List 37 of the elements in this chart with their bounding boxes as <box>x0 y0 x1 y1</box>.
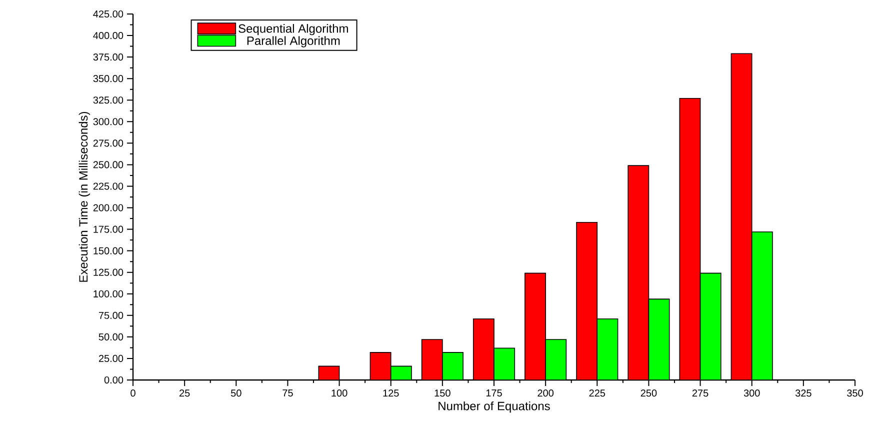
y-tick-label: 125.00 <box>94 268 124 276</box>
x-tick-label: 75 <box>282 390 293 396</box>
legend-label: Parallel Algorithm <box>247 36 340 48</box>
x-tick-label: 300 <box>744 390 760 397</box>
y-tick-label: 250.00 <box>93 161 124 168</box>
x-tick-label: 100 <box>332 390 348 397</box>
y-tick-label: 100.00 <box>94 290 124 298</box>
y-tick-label: 150.00 <box>94 247 124 254</box>
y-tick-label: 225.00 <box>93 182 124 190</box>
y-tick-label: 375.00 <box>93 54 124 61</box>
y-tick-label: 50.00 <box>98 333 124 340</box>
x-tick-label: 275 <box>692 390 708 397</box>
x-tick-label: 250 <box>640 390 657 397</box>
y-tick-label: 200.00 <box>93 204 124 212</box>
y-tick-label: 75.00 <box>98 312 124 319</box>
x-axis-title: Number of Equations <box>438 401 550 413</box>
x-tick-label: 175 <box>486 390 502 396</box>
y-axis-title: Execution Time (in Milliseconds) <box>78 112 90 282</box>
x-tick-label: 150 <box>434 390 450 397</box>
x-tick-label: 25 <box>180 390 190 397</box>
y-tick-label: 25.00 <box>98 354 124 362</box>
x-tick-label: 0 <box>130 390 136 397</box>
y-tick-label: 175.00 <box>94 226 124 233</box>
y-tick-label: 300.00 <box>93 118 124 126</box>
y-tick-label: 400.00 <box>93 32 124 40</box>
y-tick-label: 0.00 <box>104 376 124 384</box>
x-tick-label: 50 <box>230 390 242 397</box>
y-tick-label: 325.00 <box>93 96 124 104</box>
x-tick-label: 125 <box>383 390 399 397</box>
y-tick-label: 350.00 <box>93 75 124 82</box>
x-tick-label: 325 <box>795 390 812 397</box>
y-tick-label: 425.00 <box>93 10 124 18</box>
x-tick-label: 350 <box>847 390 863 397</box>
y-tick-label: 275.00 <box>93 140 124 147</box>
x-tick-label: 200 <box>538 390 554 397</box>
legend-label: Sequential Algorithm <box>238 24 348 36</box>
x-tick-label: 225 <box>589 390 606 397</box>
